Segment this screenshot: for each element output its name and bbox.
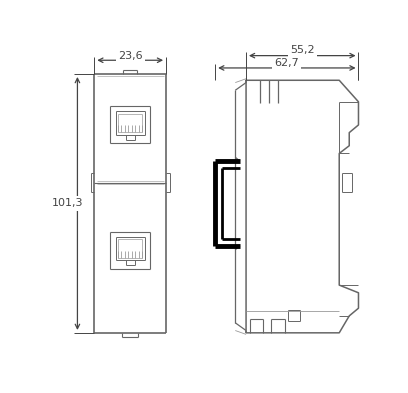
Text: 101,3: 101,3 [52, 198, 83, 208]
Text: 62,7: 62,7 [275, 57, 299, 68]
Text: 23,6: 23,6 [118, 51, 142, 61]
Text: 55,2: 55,2 [290, 45, 315, 55]
